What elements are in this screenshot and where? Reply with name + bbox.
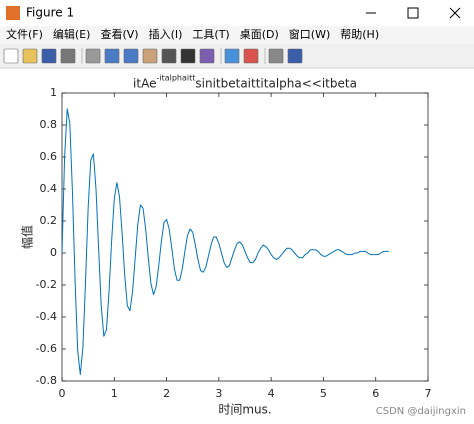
maximize-button[interactable]	[407, 7, 419, 19]
chart-title-superscript: -italphaitt	[156, 74, 195, 83]
window-title: Figure 1	[26, 6, 74, 20]
toolbar-button[interactable]	[287, 48, 303, 64]
chart-title-rest: sinitbetaittitalpha<<itbeta	[195, 77, 357, 91]
x-tick-label: 0	[59, 387, 66, 400]
y-tick-label: -0.4	[36, 310, 57, 323]
menu-item[interactable]: 文件(F)	[6, 27, 43, 41]
toolbar-button[interactable]	[268, 48, 284, 64]
toolbar-button[interactable]	[199, 48, 215, 64]
y-tick-label: 0.4	[40, 182, 58, 195]
toolbar-button[interactable]	[142, 48, 158, 64]
y-tick-label: 0.2	[40, 214, 58, 227]
y-tick-label: 1	[50, 86, 57, 99]
y-tick-label: 0	[50, 246, 57, 259]
menu-item[interactable]: 插入(I)	[149, 27, 183, 41]
y-axis-label: 幅值	[20, 225, 35, 249]
title-bar	[0, 0, 474, 26]
y-tick-label: -0.8	[36, 374, 57, 387]
menu-bar	[0, 26, 474, 44]
x-tick-label: 2	[163, 387, 170, 400]
close-button[interactable]	[449, 7, 461, 19]
x-tick-label: 5	[320, 387, 327, 400]
watermark: CSDN @daijingxin	[376, 406, 466, 417]
toolbar-button[interactable]	[243, 48, 259, 64]
x-tick-label: 7	[425, 387, 432, 400]
app-icon	[6, 6, 20, 20]
toolbar-button[interactable]	[123, 48, 139, 64]
y-tick-label: -0.6	[36, 342, 57, 355]
y-tick-label: -0.2	[36, 278, 57, 291]
toolbar-button[interactable]	[161, 48, 177, 64]
toolbar-button[interactable]	[60, 48, 76, 64]
y-tick-label: 0.8	[40, 118, 58, 131]
menu-item[interactable]: 窗口(W)	[289, 27, 330, 41]
menu-item[interactable]: 帮助(H)	[340, 27, 379, 41]
chart-title: itAe	[133, 77, 156, 91]
axes-box	[61, 92, 429, 382]
y-tick-label: 0.6	[40, 150, 58, 163]
menu: 文件(F) 编辑(E) 查看(V) 插入(I) 工具(T) 桌面(D) 窗口(W) 帮助(H)	[6, 27, 379, 41]
data-line	[61, 108, 389, 376]
x-tick-label: 1	[111, 387, 118, 400]
toolbar-button[interactable]	[22, 48, 38, 64]
toolbar-button[interactable]	[224, 48, 240, 64]
x-tick-label: 4	[268, 387, 275, 400]
x-tick-label: 6	[372, 387, 379, 400]
toolbar-button[interactable]	[3, 48, 19, 64]
toolbar-button[interactable]	[41, 48, 57, 64]
toolbar-button[interactable]	[180, 48, 196, 64]
menu-item[interactable]: 编辑(E)	[53, 27, 91, 41]
toolbar-icons	[3, 48, 303, 64]
x-axis-label: 时间mus.	[218, 403, 271, 417]
menu-item[interactable]: 桌面(D)	[240, 28, 279, 41]
toolbar-button[interactable]	[104, 48, 120, 64]
menu-item[interactable]: 工具(T)	[192, 28, 229, 41]
x-tick-label: 3	[215, 387, 222, 400]
menu-item[interactable]: 查看(V)	[100, 27, 138, 41]
toolbar-button[interactable]	[85, 48, 101, 64]
